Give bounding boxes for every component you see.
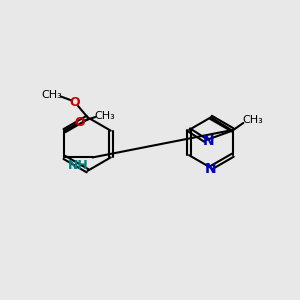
Text: O: O — [75, 116, 85, 129]
Text: CH₃: CH₃ — [41, 90, 62, 100]
Text: O: O — [70, 96, 80, 109]
Text: CH₃: CH₃ — [94, 110, 115, 121]
Text: N: N — [205, 162, 217, 176]
Text: NH: NH — [68, 159, 89, 172]
Text: N: N — [203, 134, 215, 148]
Text: CH₃: CH₃ — [243, 115, 263, 125]
